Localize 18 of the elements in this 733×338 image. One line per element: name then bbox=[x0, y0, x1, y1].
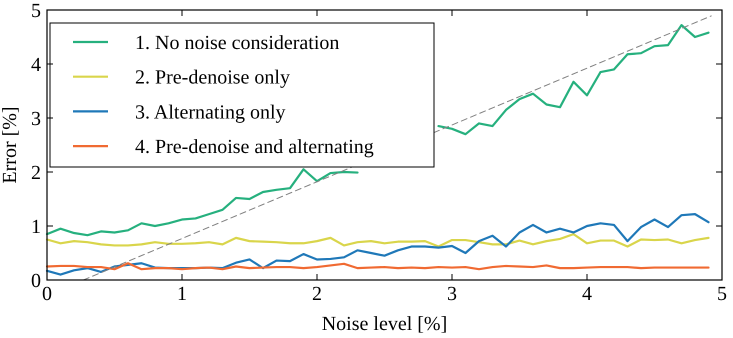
line-series bbox=[46, 233, 710, 248]
y-tick-label: 1 bbox=[31, 216, 41, 238]
y-tick-label: 3 bbox=[31, 108, 41, 130]
y-tick-label: 4 bbox=[31, 54, 41, 76]
y-axis-title: Error [%] bbox=[0, 106, 21, 184]
legend-label: 3. Alternating only bbox=[135, 101, 286, 124]
x-tick-label: 5 bbox=[717, 283, 727, 305]
x-tick-label: 2 bbox=[312, 283, 322, 305]
legend-label: 2. Pre-denoise only bbox=[135, 66, 290, 89]
y-tick-label: 2 bbox=[31, 162, 41, 184]
legend-label: 4. Pre-denoise and alternating bbox=[135, 136, 374, 158]
y-tick-label: 5 bbox=[31, 0, 41, 22]
line-series bbox=[46, 213, 710, 276]
x-tick-label: 1 bbox=[177, 283, 187, 305]
x-tick-label: 3 bbox=[447, 283, 457, 305]
x-tick-label: 4 bbox=[582, 283, 592, 305]
x-axis-title: Noise level [%] bbox=[322, 313, 448, 335]
legend-label: 1. No noise consideration bbox=[135, 32, 340, 54]
